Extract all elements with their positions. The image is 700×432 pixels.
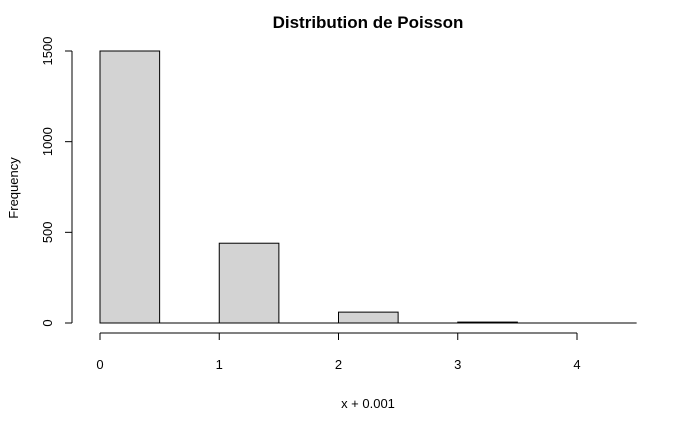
x-axis-label: x + 0.001: [341, 396, 395, 411]
y-axis-label: Frequency: [6, 157, 21, 219]
y-tick-label-2: 1000: [40, 127, 55, 156]
x-tick-label-3: 3: [454, 357, 461, 372]
bar-2: [338, 311, 399, 324]
bar-1: [218, 242, 280, 324]
bar-0: [99, 50, 161, 324]
y-tick-label-3: 1500: [40, 37, 55, 66]
chart-title: Distribution de Poisson: [273, 13, 464, 32]
x-tick-label-0: 0: [96, 357, 103, 372]
y-axis: 0 500 1000 1500: [40, 37, 73, 327]
bars-group: [99, 50, 637, 324]
x-axis: 0 1 2 3 4: [96, 332, 581, 372]
x-tick-label-2: 2: [335, 357, 342, 372]
y-tick-label-0: 0: [40, 319, 55, 326]
x-tick-label-1: 1: [216, 357, 223, 372]
x-tick-label-4: 4: [573, 357, 580, 372]
y-tick-label-1: 500: [40, 221, 55, 243]
